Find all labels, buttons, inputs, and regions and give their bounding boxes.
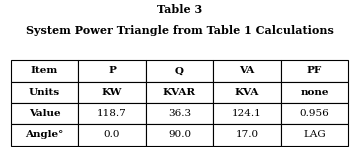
- Text: System Power Triangle from Table 1 Calculations: System Power Triangle from Table 1 Calcu…: [25, 25, 334, 36]
- Text: Table 3: Table 3: [157, 4, 202, 15]
